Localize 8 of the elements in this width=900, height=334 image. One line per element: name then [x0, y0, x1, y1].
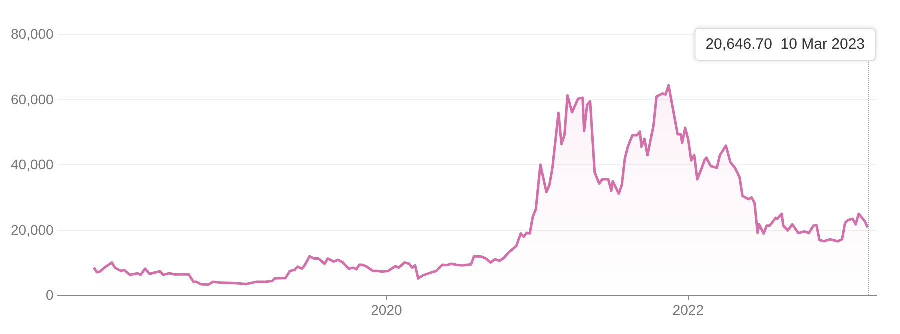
y-tick-label: 20,000 — [10, 222, 54, 238]
x-tick-label: 2020 — [371, 302, 402, 318]
y-tick-label: 40,000 — [10, 156, 54, 172]
annotation: 20,646.70 10 Mar 2023 — [706, 36, 866, 53]
y-tick-label: 0 — [46, 287, 54, 303]
x-tick-label: 2022 — [672, 302, 704, 318]
y-tick-label: 80,000 — [10, 26, 54, 42]
y-tick-label: 60,000 — [10, 91, 54, 108]
